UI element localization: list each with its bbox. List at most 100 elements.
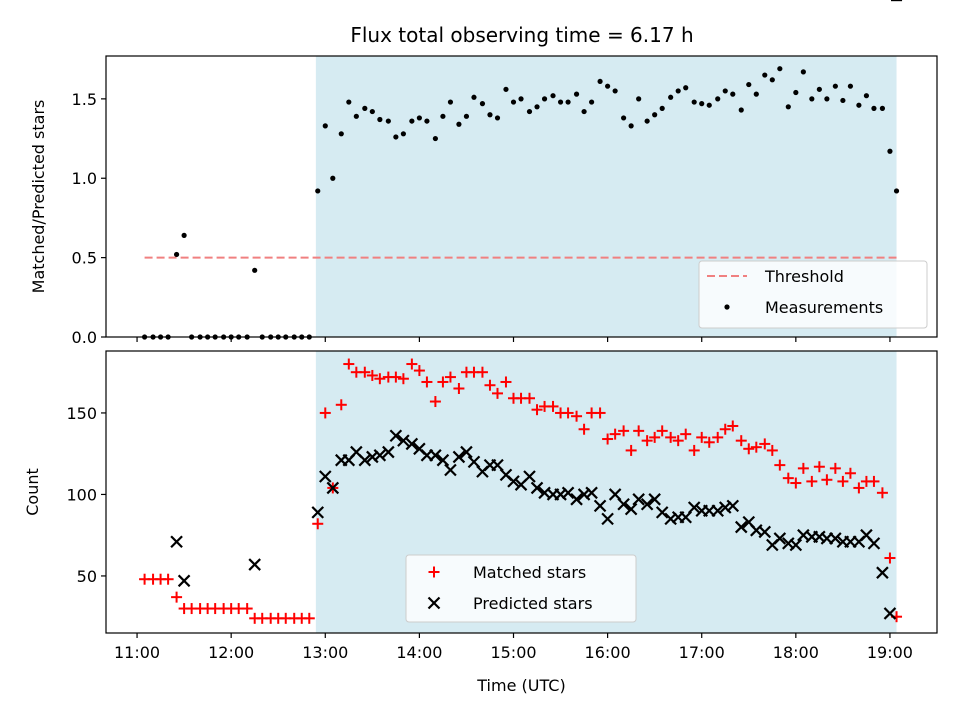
predicted-point-b <box>773 532 787 545</box>
measurement-point <box>447 99 454 105</box>
measurement-point <box>621 115 627 121</box>
measurement-point <box>322 123 328 129</box>
predicted-point-b <box>758 525 772 539</box>
predicted-point-b <box>860 528 873 542</box>
top-x-ticks <box>136 337 891 342</box>
matched-point <box>609 428 621 440</box>
matched-point <box>797 462 809 474</box>
legend-measurements-label: Measurements <box>765 298 883 317</box>
measurement-point <box>659 105 665 111</box>
predicted-point <box>883 607 897 620</box>
predicted-point-b <box>366 450 379 464</box>
predicted-point <box>734 520 748 534</box>
measurement-point <box>181 232 187 238</box>
predicted-point <box>389 429 403 443</box>
measurement-point <box>557 99 564 105</box>
matched-point <box>868 475 880 487</box>
measurement-point <box>597 78 603 85</box>
matched-stars-points <box>139 358 903 624</box>
legend-matched-label: Matched stars <box>473 563 586 582</box>
predicted-point <box>773 532 787 545</box>
measurement-points <box>141 66 900 340</box>
matched-point <box>774 459 786 471</box>
x-tick-label: 16:00 <box>585 643 631 662</box>
matched-point <box>743 443 755 455</box>
predicted-point <box>436 453 450 467</box>
measurement-point <box>605 83 611 89</box>
predicted-point-b <box>640 497 654 511</box>
measurement-point <box>330 175 336 181</box>
predicted-point <box>648 493 661 506</box>
predicted-point-b <box>617 497 630 511</box>
predicted-point <box>711 504 724 518</box>
matched-point <box>844 467 856 479</box>
matched-point <box>782 472 794 484</box>
predicted-point <box>789 538 803 552</box>
predicted-point <box>382 445 395 459</box>
matched-point <box>319 407 331 419</box>
top-y-ticks: 0.0 0.5 1.0 1.5 <box>72 90 106 347</box>
predicted-point <box>561 486 575 500</box>
measurement-point <box>463 113 470 119</box>
matched-point <box>562 407 574 419</box>
measurement-point <box>738 107 744 113</box>
x-tick-label: 15:00 <box>490 643 536 662</box>
measurement-point <box>824 96 830 102</box>
matched-point <box>413 365 425 377</box>
matched-point <box>531 404 543 416</box>
matched-point <box>790 477 802 489</box>
predicted-point-b <box>648 493 661 506</box>
matched-point <box>766 444 778 456</box>
predicted-point <box>570 493 583 506</box>
predicted-point-b <box>655 506 669 519</box>
predicted-point <box>177 574 191 588</box>
matched-point <box>547 400 559 412</box>
measurement-point <box>785 104 791 110</box>
predicted-point <box>624 502 638 516</box>
predicted-point-b <box>491 458 504 472</box>
predicted-point-b <box>177 574 191 588</box>
predicted-point-b <box>742 515 756 529</box>
x-tick-label: 11:00 <box>114 643 160 662</box>
measurement-point <box>668 94 674 100</box>
predicted-point-b <box>687 501 701 514</box>
measurement-point <box>541 96 548 102</box>
bottom-y-tick-label: 150 <box>66 404 97 423</box>
measurement-point <box>503 86 509 92</box>
predicted-point-b <box>452 450 466 464</box>
measurement-point <box>847 83 854 89</box>
predicted-point <box>601 512 614 526</box>
measurement-point <box>252 267 258 273</box>
matched-point <box>759 438 771 450</box>
measurement-point <box>471 94 477 100</box>
top-y-tick-label: 1.0 <box>72 169 97 188</box>
measurement-point <box>518 96 524 102</box>
predicted-point <box>829 532 842 545</box>
measurement-point <box>628 123 634 129</box>
predicted-point-b <box>389 429 403 443</box>
measurement-point <box>730 91 736 97</box>
matched-point <box>162 573 174 585</box>
matched-point <box>719 423 731 435</box>
matched-point <box>735 435 747 447</box>
predicted-point <box>507 475 520 488</box>
matched-point <box>303 612 315 624</box>
measurement-point <box>315 188 321 194</box>
measurement-point <box>793 89 799 96</box>
chart-title: Flux total observing time = 6.17 h <box>350 23 693 47</box>
measurement-point <box>424 118 430 124</box>
matched-point <box>602 433 614 445</box>
predicted-point <box>405 437 419 451</box>
top-y-tick-label: 1.5 <box>72 90 97 109</box>
matched-point <box>397 373 409 385</box>
predicted-point <box>319 470 332 483</box>
predicted-point <box>867 537 881 550</box>
bottom-legend: Matched stars Predicted stars <box>405 554 637 623</box>
matched-point <box>171 591 183 603</box>
legend-predicted-label: Predicted stars <box>473 594 593 613</box>
top-legend-box <box>698 260 928 329</box>
matched-point <box>703 436 715 448</box>
predicted-stars-points <box>170 0 903 620</box>
predicted-point-b <box>405 437 419 451</box>
predicted-point-b <box>718 501 732 514</box>
